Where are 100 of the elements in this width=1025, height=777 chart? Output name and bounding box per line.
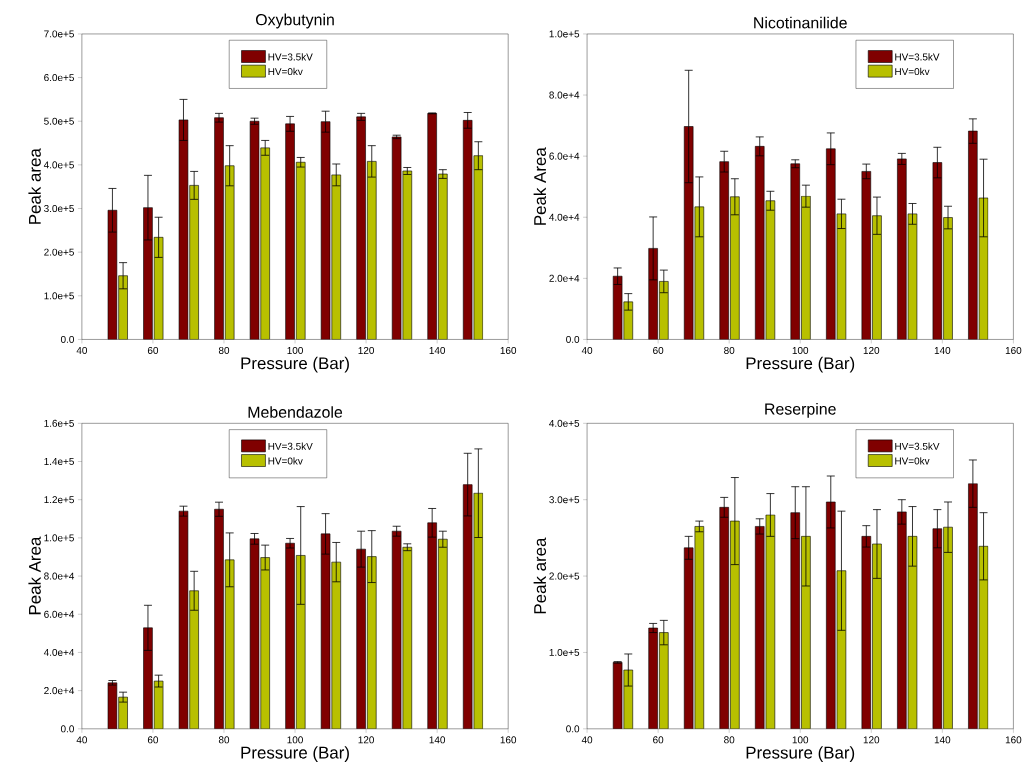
bar bbox=[285, 123, 295, 340]
y-tick-label: 4.0e+4 bbox=[43, 649, 75, 657]
y-tick-label: 0.0 bbox=[60, 725, 74, 733]
bar bbox=[473, 493, 484, 729]
y-tick-label: 1.4e+5 bbox=[44, 458, 74, 466]
bar bbox=[391, 136, 402, 340]
x-tick-label: 100 bbox=[792, 347, 809, 355]
bar bbox=[968, 130, 978, 340]
x-tick-label: 160 bbox=[1005, 347, 1022, 355]
y-tick-label: 4.0e+5 bbox=[43, 161, 74, 169]
y-tick-label: 2.0e+4 bbox=[44, 687, 75, 695]
y-tick-label: 1.6e+5 bbox=[44, 419, 74, 427]
bar bbox=[224, 165, 235, 340]
chart-title: Reserpine bbox=[765, 403, 836, 418]
x-tick-label: 80 bbox=[724, 736, 735, 744]
legend-label: HV=3.5kV bbox=[268, 442, 313, 450]
bar bbox=[694, 526, 705, 729]
bar bbox=[331, 561, 341, 729]
bar bbox=[153, 237, 164, 340]
bar bbox=[391, 531, 402, 729]
legend-label: HV=0kv bbox=[268, 67, 303, 76]
bar bbox=[612, 662, 623, 729]
y-tick-label: 2.0e+4 bbox=[549, 274, 580, 282]
y-tick-label: 1.0e+5 bbox=[549, 649, 580, 657]
bar bbox=[438, 173, 448, 340]
bar bbox=[143, 207, 153, 340]
bar bbox=[402, 547, 413, 729]
bar bbox=[260, 147, 270, 340]
x-tick-label: 60 bbox=[653, 347, 664, 355]
chart-title: Nicotinanilide bbox=[754, 16, 847, 29]
bar bbox=[719, 161, 729, 340]
bar bbox=[189, 185, 199, 340]
x-tick-label: 120 bbox=[863, 347, 880, 355]
y-tick-label: 5.0e+5 bbox=[44, 117, 74, 125]
x-tick-label: 60 bbox=[147, 736, 159, 744]
bar bbox=[462, 484, 473, 729]
bar bbox=[189, 590, 199, 729]
x-tick-label: 80 bbox=[218, 736, 230, 744]
bar bbox=[790, 163, 800, 340]
y-axis-title: Peak Area bbox=[533, 147, 547, 225]
bar bbox=[801, 536, 811, 729]
bar bbox=[765, 514, 776, 729]
y-tick-label: 1.0e+5 bbox=[549, 30, 580, 38]
bar bbox=[285, 543, 295, 729]
chart-title: Mebendazole bbox=[248, 406, 343, 418]
bar bbox=[295, 162, 306, 340]
bar bbox=[932, 528, 943, 729]
y-tick-label: 1.0e+5 bbox=[44, 292, 74, 300]
bar bbox=[107, 210, 118, 340]
y-tick-label: 2.0e+5 bbox=[44, 248, 74, 256]
legend-label: HV=0kv bbox=[895, 67, 930, 76]
y-tick-label: 1.0e+5 bbox=[44, 534, 74, 542]
bar bbox=[402, 170, 413, 340]
x-tick-label: 120 bbox=[358, 736, 374, 744]
x-tick-label: 160 bbox=[500, 736, 517, 744]
bar bbox=[612, 276, 623, 340]
bar bbox=[683, 547, 694, 729]
legend-label: HV=3.5kV bbox=[268, 53, 313, 61]
y-tick-label: 3.0e+5 bbox=[549, 496, 580, 504]
bar bbox=[648, 627, 658, 729]
x-axis-title: Pressure (Bar) bbox=[241, 746, 349, 763]
chart-title: Oxybutynin bbox=[255, 13, 334, 29]
bar bbox=[427, 522, 437, 729]
legend-label: HV=3.5kV bbox=[895, 442, 940, 450]
x-tick-label: 80 bbox=[218, 347, 230, 355]
bar bbox=[178, 119, 189, 340]
x-axis-title: Pressure (Bar) bbox=[746, 746, 855, 763]
bar bbox=[790, 512, 800, 729]
bar bbox=[118, 275, 128, 340]
bar bbox=[107, 682, 118, 729]
bar bbox=[260, 557, 270, 729]
x-tick-label: 100 bbox=[792, 736, 809, 744]
bar bbox=[367, 556, 377, 729]
bar bbox=[224, 559, 235, 729]
x-tick-label: 120 bbox=[863, 736, 880, 744]
bar bbox=[978, 546, 989, 729]
bar bbox=[907, 536, 918, 729]
x-axis-title: Pressure (Bar) bbox=[241, 356, 349, 373]
bar bbox=[214, 117, 224, 340]
y-tick-label: 6.0e+4 bbox=[549, 152, 580, 160]
bar bbox=[826, 148, 836, 340]
y-tick-label: 2.0e+5 bbox=[549, 572, 580, 580]
bar bbox=[730, 520, 740, 729]
y-tick-label: 7.0e+5 bbox=[44, 30, 74, 38]
y-tick-label: 0.0 bbox=[60, 336, 74, 344]
bar bbox=[427, 113, 437, 340]
bar bbox=[943, 527, 953, 729]
x-tick-label: 140 bbox=[429, 736, 446, 744]
x-tick-label: 140 bbox=[934, 736, 951, 744]
y-axis-title: Peak area bbox=[28, 148, 41, 224]
bar bbox=[331, 174, 341, 340]
x-tick-label: 60 bbox=[147, 347, 159, 355]
y-tick-label: 4.0e+4 bbox=[549, 213, 580, 221]
bar bbox=[295, 555, 306, 729]
x-tick-label: 40 bbox=[76, 736, 88, 744]
legend-label: HV=0kv bbox=[268, 457, 303, 465]
bar bbox=[320, 533, 331, 729]
x-tick-label: 40 bbox=[581, 736, 593, 744]
bar bbox=[826, 501, 836, 729]
y-tick-label: 3.0e+5 bbox=[44, 205, 74, 213]
